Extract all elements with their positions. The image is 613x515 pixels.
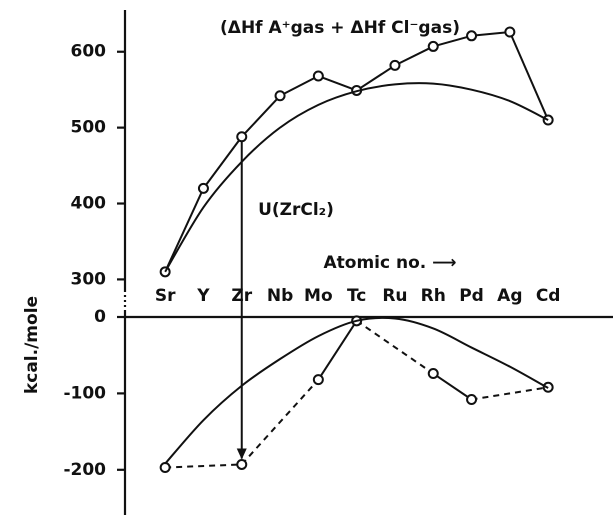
x-tick-label: Y xyxy=(196,286,210,306)
segment xyxy=(394,45,434,67)
y-tick-label: 300 xyxy=(71,269,107,289)
y-tick-label: 400 xyxy=(71,194,107,214)
segment xyxy=(164,187,205,273)
point xyxy=(466,394,478,406)
segment xyxy=(202,136,243,189)
point xyxy=(504,26,516,38)
point xyxy=(427,40,439,52)
y-tick-label: 0 xyxy=(94,307,106,327)
segment xyxy=(241,378,320,466)
segment xyxy=(317,75,358,92)
x-tick-label: Rh xyxy=(421,286,446,306)
segment xyxy=(279,75,319,97)
y-tick-label: 500 xyxy=(71,118,107,138)
segment xyxy=(317,320,358,381)
y-tick-label: -200 xyxy=(63,460,106,480)
curve xyxy=(164,82,549,273)
x-tick-label: Mo xyxy=(304,286,333,306)
segment xyxy=(508,31,550,121)
point xyxy=(236,458,248,470)
segment xyxy=(471,386,549,401)
point xyxy=(159,462,171,474)
point xyxy=(312,70,324,82)
segment xyxy=(356,319,434,375)
x-tick-label: Tc xyxy=(347,286,366,306)
curve xyxy=(164,316,549,465)
chart-title: (ΔHf A⁺gas + ΔHf Cl⁻gas) xyxy=(220,18,460,38)
annotation: U(ZrCl₂) xyxy=(258,200,334,220)
x-tick-label: Ag xyxy=(497,286,522,306)
x-axis-label: Atomic no. ⟶ xyxy=(323,253,456,273)
point xyxy=(197,182,209,194)
x-tick-label: Ru xyxy=(382,286,407,306)
point xyxy=(236,131,248,143)
segment xyxy=(471,31,510,37)
point xyxy=(312,374,324,386)
y-tick-label: 600 xyxy=(71,42,107,62)
x-tick-label: Cd xyxy=(536,286,561,306)
point xyxy=(389,59,401,71)
x-tick-label: Sr xyxy=(155,286,176,306)
segment xyxy=(432,372,473,401)
segment xyxy=(241,95,281,138)
segment xyxy=(432,34,472,48)
arrow-head xyxy=(236,448,247,460)
point xyxy=(274,90,286,102)
segment xyxy=(165,463,242,469)
segment xyxy=(356,64,396,92)
point xyxy=(427,368,439,380)
y-axis-label: kcal./mole xyxy=(22,296,42,394)
x-tick-label: Nb xyxy=(267,286,293,306)
y-tick-label: -100 xyxy=(63,383,106,403)
x-tick-label: Pd xyxy=(459,286,484,306)
point xyxy=(466,30,478,42)
